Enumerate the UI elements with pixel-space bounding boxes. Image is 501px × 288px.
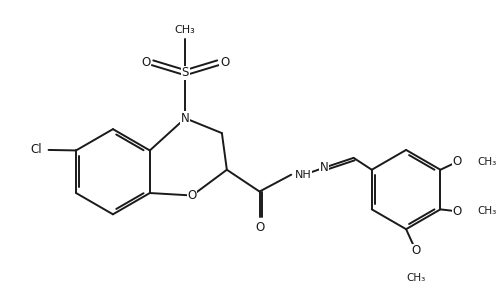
Text: Cl: Cl [30, 143, 42, 156]
Text: O: O [255, 221, 264, 234]
Text: O: O [219, 56, 228, 69]
Text: N: N [319, 161, 328, 174]
Text: O: O [187, 189, 196, 202]
Text: O: O [410, 245, 420, 257]
Text: O: O [141, 56, 150, 69]
Text: CH₃: CH₃ [476, 157, 495, 167]
Text: O: O [452, 205, 461, 218]
Text: CH₃: CH₃ [406, 273, 425, 283]
Text: O: O [452, 155, 461, 168]
Text: CH₃: CH₃ [174, 25, 195, 35]
Text: NH: NH [295, 170, 311, 180]
Text: S: S [181, 66, 188, 79]
Text: CH₃: CH₃ [476, 206, 495, 216]
Text: N: N [180, 112, 189, 125]
